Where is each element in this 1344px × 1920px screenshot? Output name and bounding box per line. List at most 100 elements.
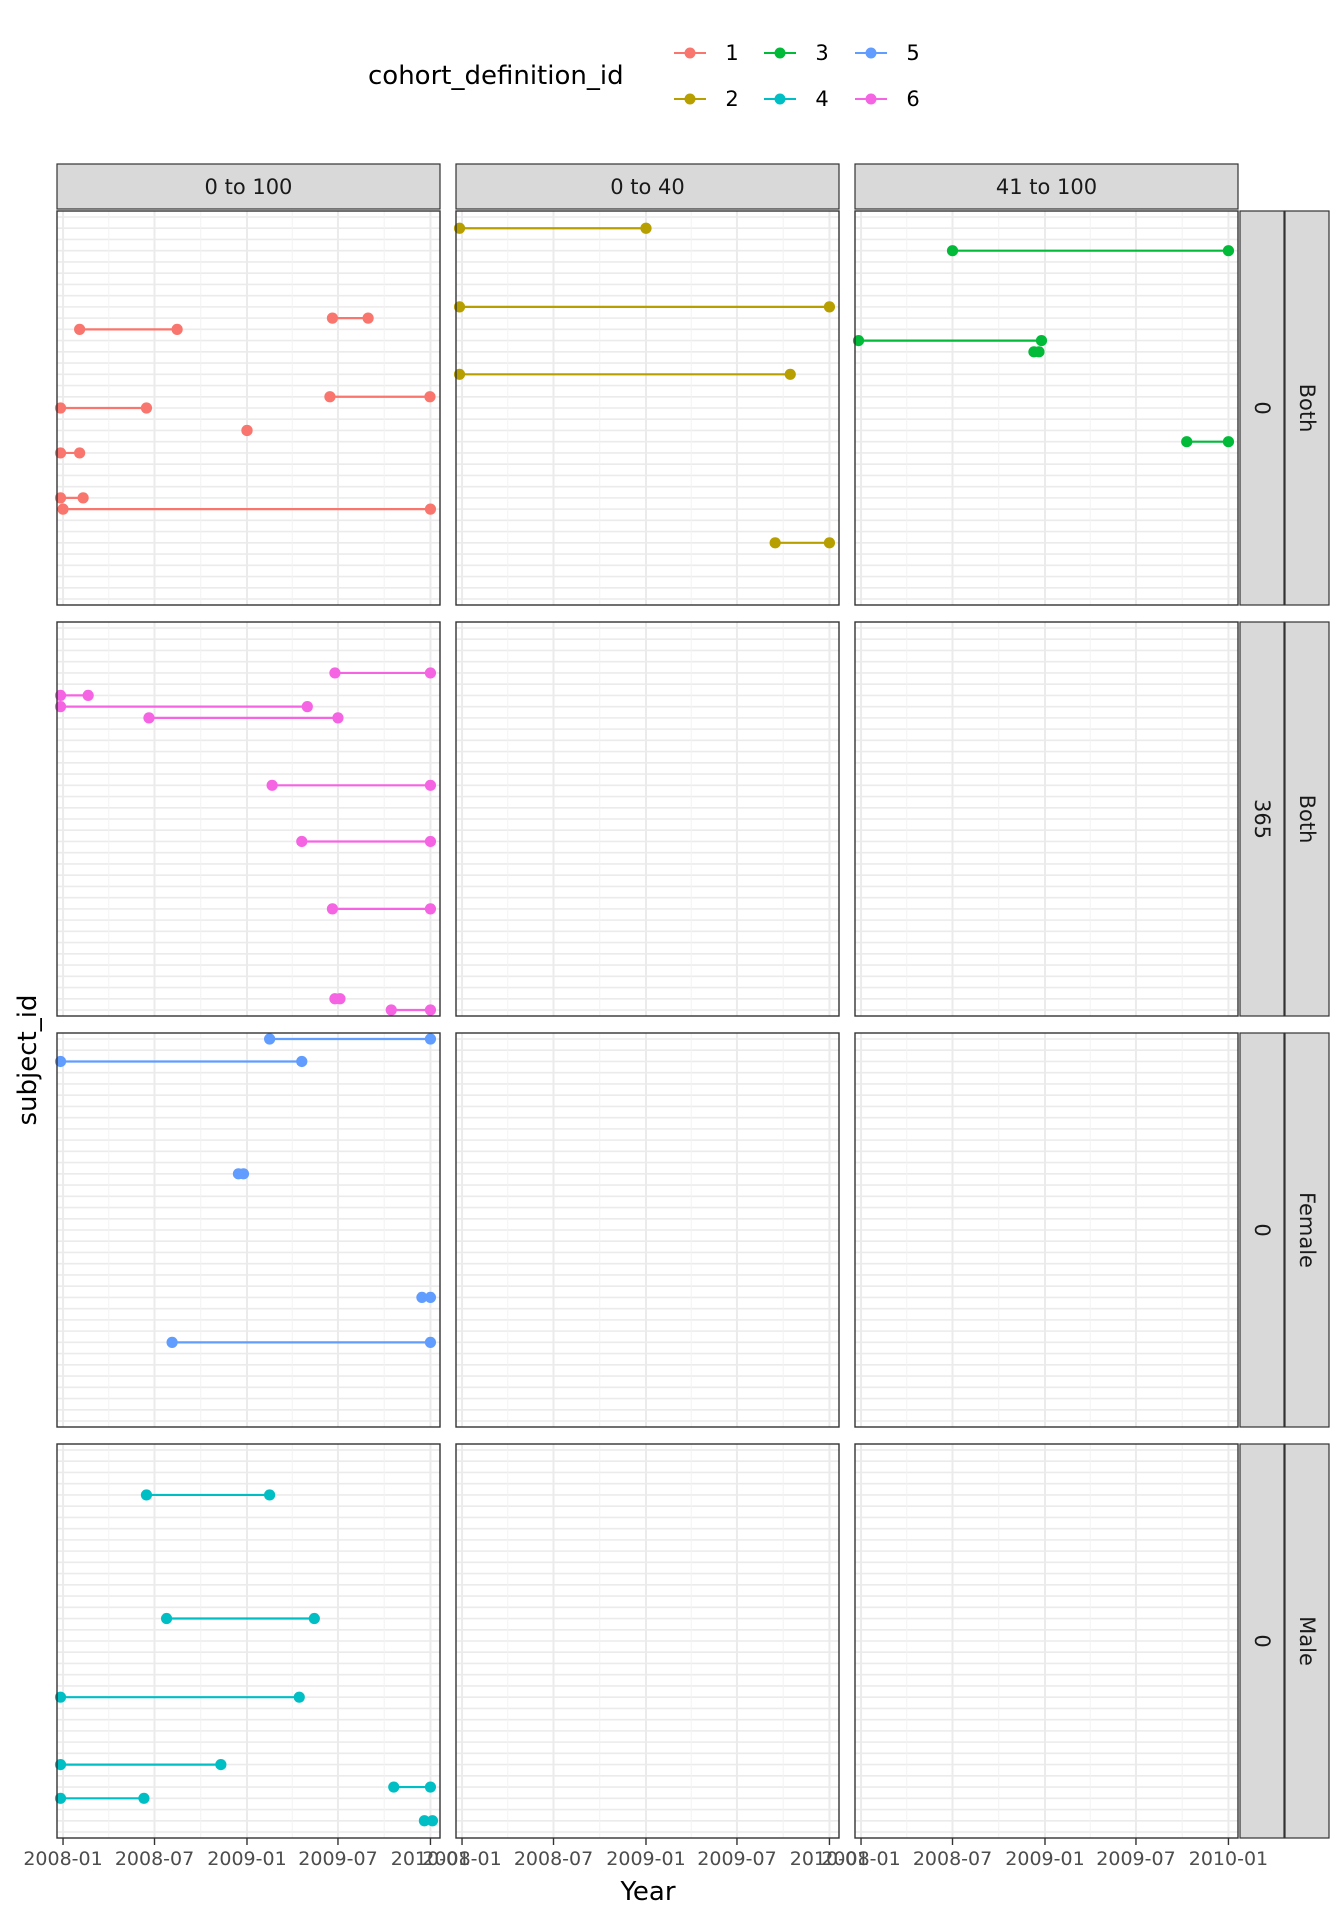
start-point	[453, 301, 466, 313]
end-point	[424, 1336, 437, 1348]
x-tick-label: 2008-01	[23, 1848, 102, 1870]
panel-border-3-2	[854, 1443, 1239, 1839]
x-tick-label: 2008-01	[821, 1848, 900, 1870]
start-point	[326, 903, 339, 915]
x-tick-label: 2009-07	[1096, 1848, 1175, 1870]
start-point	[54, 701, 67, 713]
end-point	[362, 312, 374, 324]
legend-label-5: 5	[906, 41, 919, 65]
x-tick-label: 2009-01	[1005, 1848, 1084, 1870]
column-strip-0	[56, 163, 441, 210]
end-point	[424, 1004, 437, 1016]
end-point	[140, 402, 153, 414]
start-point	[385, 1004, 397, 1016]
row-strip-0-1	[1284, 210, 1330, 606]
panel-2-1	[456, 1033, 839, 1427]
row-strip-label-3-0: 0	[1250, 1634, 1274, 1647]
row-strip-3-1	[1284, 1443, 1330, 1839]
panel-border-2-2	[854, 1032, 1239, 1428]
end-point	[82, 689, 94, 702]
legend-key-point-2	[684, 93, 696, 105]
legend-key-point-4	[774, 93, 786, 105]
column-strip-2	[854, 163, 1239, 210]
end-point	[237, 1168, 250, 1180]
end-point	[640, 222, 652, 234]
legend-key-point-1	[684, 47, 696, 59]
start-point	[416, 1291, 428, 1304]
row-strip-label-1-1: Both	[1295, 795, 1319, 844]
end-point	[424, 391, 436, 403]
x-axis-title: Year	[619, 1877, 675, 1907]
start-point	[54, 447, 67, 459]
start-point	[453, 368, 466, 380]
end-point	[424, 1781, 437, 1793]
panel-border-3-1	[455, 1443, 840, 1839]
panel-border-0-2	[854, 210, 1239, 606]
legend-label-3: 3	[815, 41, 828, 65]
column-strip-label-0: 0 to 100	[205, 175, 293, 199]
start-point	[54, 689, 67, 702]
start-point	[57, 503, 69, 515]
start-point	[388, 1781, 400, 1793]
start-point	[74, 323, 86, 335]
x-tick-label: 2009-07	[697, 1848, 776, 1870]
end-point	[293, 1691, 305, 1703]
panel-1-2	[855, 622, 1238, 1016]
column-strip-label-1: 0 to 40	[610, 175, 685, 199]
series-cohort-6-panel-1-0	[54, 667, 437, 1016]
panel-border-2-0	[56, 1032, 441, 1428]
row-strip-label-3-1: Male	[1295, 1616, 1319, 1666]
end-point	[424, 779, 437, 791]
legend-key-point-5	[865, 47, 877, 59]
start-point	[324, 391, 336, 403]
panel-border-1-2	[854, 621, 1239, 1017]
panel-border-3-0	[56, 1443, 441, 1839]
start-point	[54, 1055, 67, 1068]
panel-0-1	[456, 211, 839, 605]
legend: cohort_definition_id 1 2 3 4 5 6	[368, 41, 920, 111]
row-strip-2-1	[1284, 1032, 1330, 1428]
row-strip-label-1-0: 365	[1250, 799, 1274, 839]
end-point	[264, 1489, 276, 1501]
end-point	[296, 1055, 308, 1068]
end-point	[332, 712, 344, 724]
end-point	[241, 424, 253, 437]
end-point	[784, 368, 796, 380]
start-point	[54, 1792, 67, 1804]
x-tick-label: 2008-01	[422, 1848, 501, 1870]
legend-label-1: 1	[725, 41, 738, 65]
x-tick-label: 2009-07	[298, 1848, 377, 1870]
panel-border-1-1	[455, 621, 840, 1017]
legend-label-4: 4	[815, 87, 828, 111]
row-strip-2-0	[1239, 1032, 1285, 1428]
legend-label-2: 2	[725, 87, 738, 111]
x-tick-label: 2009-01	[606, 1848, 685, 1870]
panel-3-1	[456, 1444, 839, 1838]
legend-key-point-6	[865, 93, 877, 105]
x-tick-label: 2008-07	[913, 1848, 992, 1870]
end-point	[74, 447, 86, 459]
row-strip-1-0	[1239, 621, 1285, 1017]
panel-2-0	[57, 1033, 440, 1427]
start-point	[166, 1336, 178, 1348]
end-point	[823, 301, 836, 313]
end-point	[424, 835, 437, 848]
series-cohort-5-panel-2-0	[54, 1033, 437, 1348]
end-point	[171, 323, 183, 335]
column-strip-1	[455, 163, 840, 210]
row-strip-label-2-1: Female	[1295, 1192, 1319, 1268]
x-axes: 2008-01 2008-07 2009-01 2009-07 2010-012008-…	[23, 1838, 1268, 1870]
start-point	[54, 1758, 67, 1771]
end-point	[308, 1612, 320, 1625]
x-tick-label: 2010-01	[790, 1848, 869, 1870]
start-point	[418, 1815, 431, 1827]
start-point	[329, 667, 341, 679]
end-point	[138, 1792, 150, 1804]
end-point	[424, 1291, 437, 1304]
start-point	[143, 712, 155, 724]
x-tick-label: 2009-01	[207, 1848, 286, 1870]
end-point	[424, 667, 437, 679]
start-point	[54, 492, 67, 504]
end-point	[1033, 346, 1045, 358]
